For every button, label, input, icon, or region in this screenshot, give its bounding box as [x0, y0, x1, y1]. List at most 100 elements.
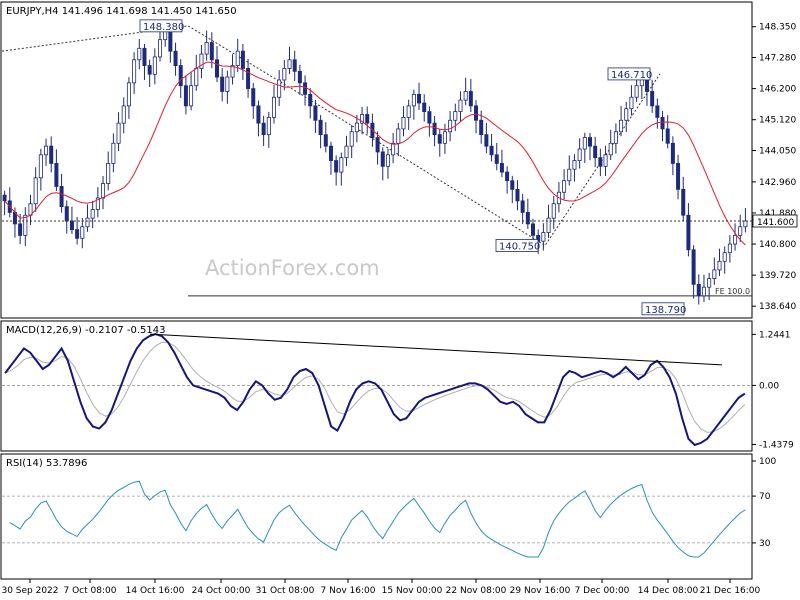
candle-body — [743, 220, 748, 228]
candle-body — [33, 177, 38, 205]
candle-body — [551, 203, 556, 219]
candle-body — [463, 91, 468, 101]
x-tick-label: 7 Oct 08:00 — [64, 586, 117, 596]
candle-body — [235, 50, 240, 66]
candle-body — [510, 180, 515, 190]
candle-body — [339, 157, 344, 173]
x-tick-label: 21 Dec 16:00 — [700, 586, 761, 596]
price-tick-label: 144.050 — [759, 146, 796, 156]
candle-body — [142, 47, 147, 66]
candle-body — [189, 85, 194, 107]
candle-body — [655, 105, 660, 118]
candle-body — [178, 65, 183, 87]
candle-body — [499, 163, 504, 173]
candle-body — [733, 235, 738, 245]
candle-body — [546, 217, 551, 233]
price-annotation-box — [607, 67, 651, 81]
candle-body — [406, 105, 411, 118]
candle-body — [427, 111, 432, 124]
candle-body — [396, 128, 401, 144]
candle-body — [168, 30, 173, 52]
rsi-tick-label: 30 — [759, 539, 771, 549]
candle-body — [391, 142, 396, 156]
candle-body — [541, 232, 546, 242]
candle-body — [458, 99, 463, 113]
candle-body — [598, 157, 603, 167]
candle-body — [634, 85, 639, 98]
price-tick-label: 140.800 — [759, 240, 796, 250]
candle-body — [49, 145, 54, 164]
rsi-panel — [0, 453, 753, 580]
candle-body — [665, 128, 670, 144]
candle-body — [230, 65, 235, 78]
candle-body — [360, 114, 365, 124]
macd-divergence-line — [149, 333, 723, 366]
candle-body — [313, 105, 318, 121]
candle-body — [613, 131, 618, 144]
candle-body — [95, 197, 100, 210]
price-tick-label: 146.200 — [759, 85, 796, 95]
rsi-tick-label: 100 — [759, 457, 776, 467]
candle-body — [474, 105, 479, 121]
candle-body — [173, 50, 178, 66]
candle-body — [624, 108, 629, 121]
rsi-tick-label: 70 — [759, 492, 771, 502]
candle-body — [271, 96, 276, 118]
macd-title: MACD(12,26,9) -0.2107 -0.5143 — [6, 325, 166, 336]
x-tick-label: 7 Nov 16:00 — [321, 586, 376, 596]
candle-body — [240, 50, 245, 69]
candle-body — [101, 183, 106, 199]
candle-body — [121, 105, 126, 124]
candle-body — [582, 137, 587, 150]
candle-body — [727, 243, 732, 254]
candle-body — [380, 151, 385, 167]
price-tick-label: 145.120 — [759, 116, 796, 126]
price-tick-label: 142.960 — [759, 178, 796, 188]
price-annotation-label: 146.710 — [611, 70, 652, 81]
candle-body — [318, 119, 323, 136]
candle-body — [681, 188, 686, 216]
x-tick-label: 30 Sep 2022 — [1, 586, 58, 596]
candle-body — [696, 283, 701, 297]
fe-level-label: FE 100.0 — [715, 287, 750, 296]
candle-body — [287, 59, 292, 69]
candle-body — [183, 85, 188, 107]
candle-body — [531, 223, 536, 236]
candle-body — [344, 145, 349, 159]
candle-body — [158, 39, 163, 58]
candle-body — [686, 214, 691, 251]
candle-body — [722, 252, 727, 262]
price-annotation-label: 140.750 — [499, 241, 540, 252]
candle-body — [738, 226, 743, 236]
watermark: ActionForex.com — [205, 256, 380, 280]
candle-body — [453, 111, 458, 121]
candle-body — [432, 122, 437, 136]
candle-body — [676, 163, 681, 190]
candle-body — [152, 56, 157, 75]
macd-signal-line — [4, 341, 746, 433]
candle-body — [106, 163, 111, 184]
candle-body — [292, 59, 297, 72]
candle-body — [562, 180, 567, 193]
candle-body — [80, 226, 85, 239]
candle-body — [323, 134, 328, 147]
price-annotation-label: 148.380 — [143, 22, 184, 33]
moving-average-line — [4, 61, 746, 246]
price-annotation-label: 138.790 — [645, 305, 686, 316]
candle-body — [44, 145, 49, 156]
candle-body — [308, 93, 313, 107]
candle-body — [567, 168, 572, 182]
candle-body — [494, 154, 499, 164]
candle-body — [204, 42, 209, 55]
x-tick-label: 15 Nov 00:00 — [382, 586, 443, 596]
candle-body — [417, 93, 422, 104]
candle-body — [349, 131, 354, 147]
price-panel — [0, 1, 753, 319]
price-annotation-box — [139, 19, 183, 33]
candle-body — [297, 70, 302, 84]
candle-body — [401, 116, 406, 130]
x-tick-label: 14 Oct 16:00 — [126, 586, 185, 596]
candle-body — [701, 286, 706, 297]
candle-body — [137, 47, 142, 61]
candle-body — [59, 186, 64, 208]
